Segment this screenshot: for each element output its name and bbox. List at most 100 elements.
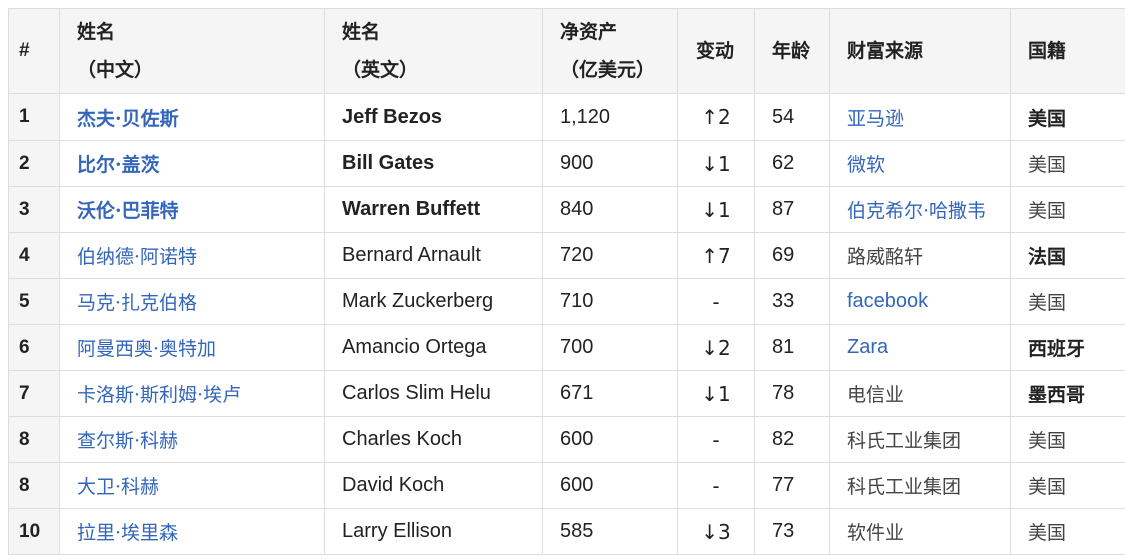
name-cn-header-line1: 姓名 [77,21,116,43]
name-cn-link[interactable]: 拉里·埃里森 [59,508,325,555]
table-row: 7 卡洛斯·斯利姆·埃卢 Carlos Slim Helu 671 ↓1 78 … [8,370,1125,417]
country-cell: 美国 [1010,93,1125,141]
country-cell: 美国 [1010,462,1125,509]
rank-cell: 7 [8,370,60,417]
country-cell: 美国 [1010,416,1125,463]
name-en-header-line2: （英文） [342,59,419,81]
rank-cell: 10 [8,508,60,555]
net-worth-cell: 671 [542,370,678,417]
name-en-cell: David Koch [324,462,543,509]
rank-cell: 4 [8,232,60,279]
age-column-header: 年龄 [754,8,830,94]
name-en-cell: Warren Buffett [324,186,543,233]
table-row: 1 杰夫·贝佐斯 Jeff Bezos 1,120 ↑2 54 亚马逊 美国 [8,93,1125,141]
net-worth-cell: 720 [542,232,678,279]
net-worth-cell: 600 [542,462,678,509]
rank-cell: 8 [8,416,60,463]
change-cell: ↓3 [677,508,755,555]
name-en-cell: Bill Gates [324,140,543,187]
source-link[interactable]: Zara [829,324,1011,371]
net-worth-cell: 585 [542,508,678,555]
change-cell: ↓1 [677,140,755,187]
net-worth-cell: 1,120 [542,93,678,141]
country-column-header: 国籍 [1010,8,1125,94]
name-en-cell: Bernard Arnault [324,232,543,279]
change-cell: ↓1 [677,370,755,417]
change-cell: - [677,462,755,509]
age-cell: 73 [754,508,830,555]
source-header-label: 财富来源 [847,40,924,62]
country-cell: 美国 [1010,508,1125,555]
country-cell: 法国 [1010,232,1125,279]
table-row: 8 查尔斯·科赫 Charles Koch 600 - 82 科氏工业集团 美国 [8,416,1125,463]
source-cell: 电信业 [829,370,1011,417]
rank-cell: 5 [8,278,60,325]
change-cell: ↓2 [677,324,755,371]
age-cell: 82 [754,416,830,463]
source-link[interactable]: facebook [829,278,1011,325]
age-cell: 77 [754,462,830,509]
billionaires-table: # 姓名 （中文） 姓名 （英文） 净资产 （亿美元） 变动 年龄 财富来源 [8,8,1125,555]
country-header-label: 国籍 [1028,40,1067,62]
rank-cell: 1 [8,93,60,141]
table-row: 10 拉里·埃里森 Larry Ellison 585 ↓3 73 软件业 美国 [8,508,1125,555]
table-row: 5 马克·扎克伯格 Mark Zuckerberg 710 - 33 faceb… [8,278,1125,325]
header-row: # 姓名 （中文） 姓名 （英文） 净资产 （亿美元） 变动 年龄 财富来源 [8,8,1125,94]
table-row: 6 阿曼西奥·奥特加 Amancio Ortega 700 ↓2 81 Zara… [8,324,1125,371]
change-cell: ↑7 [677,232,755,279]
name-cn-link[interactable]: 比尔·盖茨 [59,140,325,187]
name-en-header-line1: 姓名 [342,21,381,43]
age-cell: 81 [754,324,830,371]
name-cn-link[interactable]: 阿曼西奥·奥特加 [59,324,325,371]
rank-cell: 8 [8,462,60,509]
name-cn-column-header: 姓名 （中文） [59,8,325,94]
source-cell: 软件业 [829,508,1011,555]
rank-cell: 2 [8,140,60,187]
rank-cell: 3 [8,186,60,233]
table-body: 1 杰夫·贝佐斯 Jeff Bezos 1,120 ↑2 54 亚马逊 美国 2… [8,93,1125,555]
country-cell: 美国 [1010,186,1125,233]
change-cell: - [677,278,755,325]
name-en-cell: Carlos Slim Helu [324,370,543,417]
name-cn-header-line2: （中文） [77,59,154,81]
source-cell: 科氏工业集团 [829,416,1011,463]
change-column-header: 变动 [677,8,755,94]
name-en-cell: Larry Ellison [324,508,543,555]
source-link[interactable]: 伯克希尔·哈撒韦 [829,186,1011,233]
age-cell: 33 [754,278,830,325]
name-cn-link[interactable]: 伯纳德·阿诺特 [59,232,325,279]
age-cell: 87 [754,186,830,233]
name-en-cell: Charles Koch [324,416,543,463]
source-link[interactable]: 微软 [829,140,1011,187]
age-header-label: 年龄 [772,40,811,62]
name-cn-link[interactable]: 马克·扎克伯格 [59,278,325,325]
name-cn-link[interactable]: 查尔斯·科赫 [59,416,325,463]
name-cn-link[interactable]: 大卫·科赫 [59,462,325,509]
net-worth-header-line1: 净资产 [560,21,618,43]
name-en-cell: Mark Zuckerberg [324,278,543,325]
rank-column-header: # [8,8,60,94]
name-cn-link[interactable]: 杰夫·贝佐斯 [59,93,325,141]
age-cell: 62 [754,140,830,187]
age-cell: 69 [754,232,830,279]
net-worth-header-line2: （亿美元） [560,59,656,81]
table-row: 2 比尔·盖茨 Bill Gates 900 ↓1 62 微软 美国 [8,140,1125,187]
table-header: # 姓名 （中文） 姓名 （英文） 净资产 （亿美元） 变动 年龄 财富来源 [8,8,1125,94]
country-cell: 西班牙 [1010,324,1125,371]
source-link[interactable]: 亚马逊 [829,93,1011,141]
table-row: 8 大卫·科赫 David Koch 600 - 77 科氏工业集团 美国 [8,462,1125,509]
name-en-cell: Jeff Bezos [324,93,543,141]
net-worth-cell: 710 [542,278,678,325]
table-row: 4 伯纳德·阿诺特 Bernard Arnault 720 ↑7 69 路威酩轩… [8,232,1125,279]
net-worth-cell: 700 [542,324,678,371]
change-cell: ↑2 [677,93,755,141]
country-cell: 墨西哥 [1010,370,1125,417]
net-worth-cell: 900 [542,140,678,187]
rank-header-label: # [19,40,30,61]
name-en-column-header: 姓名 （英文） [324,8,543,94]
age-cell: 78 [754,370,830,417]
age-cell: 54 [754,93,830,141]
source-column-header: 财富来源 [829,8,1011,94]
name-cn-link[interactable]: 沃伦·巴菲特 [59,186,325,233]
name-cn-link[interactable]: 卡洛斯·斯利姆·埃卢 [59,370,325,417]
